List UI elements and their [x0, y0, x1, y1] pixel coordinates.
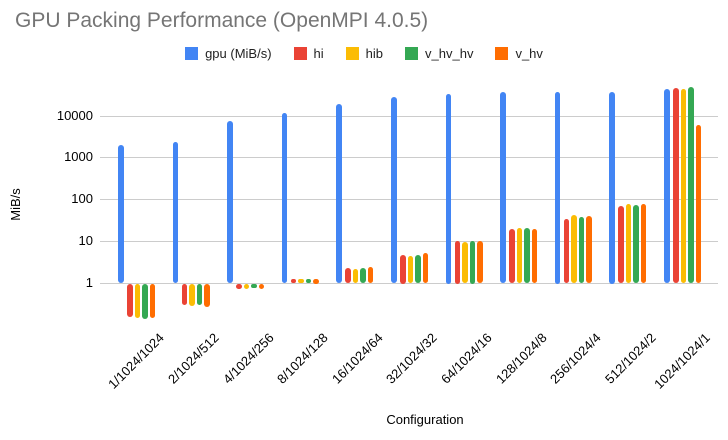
bar[interactable]: [134, 283, 140, 318]
x-tick-label: 2/1024/512: [165, 330, 222, 387]
x-tick-label: 64/1024/16: [438, 330, 495, 387]
legend: gpu (MiB/s) hi hib v_hv_hv v_hv: [0, 46, 728, 61]
bar[interactable]: [571, 215, 577, 284]
bar[interactable]: [633, 205, 639, 284]
x-tick-label: 32/1024/32: [383, 330, 441, 387]
bar[interactable]: [172, 142, 179, 284]
bar[interactable]: [181, 283, 188, 306]
bar[interactable]: [688, 86, 694, 284]
legend-swatch: [405, 47, 419, 60]
bar[interactable]: [400, 254, 406, 284]
x-tick-label: 8/1024/128: [274, 330, 331, 387]
bar[interactable]: [251, 283, 257, 288]
bar[interactable]: [196, 283, 203, 306]
bar[interactable]: [204, 283, 210, 307]
bar[interactable]: [415, 254, 421, 284]
legend-item[interactable]: gpu (MiB/s): [185, 46, 272, 61]
bar[interactable]: [313, 278, 319, 284]
bar[interactable]: [531, 229, 538, 284]
y-tick-label: 1000: [64, 149, 93, 165]
gridline: [100, 199, 718, 201]
x-axis-title: Configuration: [386, 412, 464, 427]
bar[interactable]: [149, 283, 155, 318]
bar[interactable]: [236, 283, 242, 289]
legend-label: v_hv_hv: [425, 46, 474, 61]
bar[interactable]: [127, 283, 133, 317]
x-tick-label: 1/1024/1024: [105, 330, 168, 392]
bar[interactable]: [445, 93, 452, 284]
bar[interactable]: [462, 241, 468, 284]
bar[interactable]: [554, 91, 561, 284]
bar[interactable]: [664, 89, 670, 284]
bar[interactable]: [281, 113, 288, 284]
y-axis-ticks: 1 10 100 1000 10000: [0, 84, 93, 324]
y-tick-label: 1: [85, 274, 93, 290]
y-tick-label: 10000: [56, 107, 93, 123]
y-tick-label: 10: [78, 232, 93, 248]
bar[interactable]: [360, 268, 366, 284]
legend-swatch: [495, 47, 509, 60]
bar[interactable]: [477, 240, 483, 284]
bar[interactable]: [500, 92, 506, 284]
legend-item[interactable]: hib: [345, 46, 384, 61]
bar[interactable]: [258, 283, 265, 290]
gridline: [100, 240, 718, 242]
legend-label: gpu (MiB/s): [205, 46, 272, 61]
bar[interactable]: [142, 283, 148, 320]
bar[interactable]: [695, 124, 701, 284]
bar[interactable]: [673, 87, 679, 284]
bar[interactable]: [578, 216, 585, 284]
bar[interactable]: [563, 218, 570, 284]
bar[interactable]: [391, 96, 397, 284]
legend-item[interactable]: hi: [293, 46, 324, 61]
bar[interactable]: [243, 283, 250, 290]
bar[interactable]: [352, 269, 359, 284]
bar[interactable]: [509, 229, 515, 284]
bar[interactable]: [118, 144, 124, 284]
chart-title: GPU Packing Performance (OpenMPI 4.0.5): [15, 9, 429, 32]
bar[interactable]: [454, 241, 461, 284]
gridline: [100, 115, 718, 117]
legend-swatch: [185, 47, 199, 60]
bar[interactable]: [618, 205, 624, 284]
x-tick-label: 1024/1024/1: [651, 330, 714, 392]
gridline: [100, 282, 718, 284]
bar[interactable]: [625, 203, 632, 284]
bar[interactable]: [524, 227, 530, 284]
plot-area: [100, 84, 718, 324]
legend-item[interactable]: v_hv: [495, 46, 543, 61]
x-tick-label: 4/1024/256: [219, 330, 277, 387]
bar[interactable]: [227, 121, 233, 284]
bar[interactable]: [640, 204, 647, 284]
legend-swatch: [293, 47, 307, 60]
x-tick-label: 256/1024/4: [547, 330, 604, 387]
bar[interactable]: [407, 255, 413, 284]
bar[interactable]: [422, 253, 428, 284]
bar[interactable]: [345, 268, 351, 284]
bar[interactable]: [586, 216, 592, 284]
bar[interactable]: [336, 103, 342, 284]
legend-item[interactable]: v_hv_hv: [405, 46, 473, 61]
bar[interactable]: [609, 92, 615, 284]
x-tick-label: 512/1024/2: [601, 330, 659, 387]
x-tick-label: 16/1024/64: [328, 330, 386, 387]
gridline: [100, 157, 718, 159]
bar[interactable]: [680, 88, 686, 284]
x-tick-label: 128/1024/8: [492, 330, 550, 387]
bar[interactable]: [298, 279, 304, 284]
bar[interactable]: [189, 283, 195, 306]
legend-label: hib: [365, 46, 384, 61]
legend-swatch: [345, 47, 359, 60]
bar[interactable]: [290, 279, 297, 284]
bar[interactable]: [469, 241, 476, 284]
legend-label: v_hv: [515, 46, 543, 61]
y-tick-label: 100: [71, 191, 93, 207]
bar[interactable]: [516, 228, 523, 284]
bar[interactable]: [305, 279, 312, 284]
bar[interactable]: [367, 266, 374, 284]
legend-label: hi: [313, 46, 324, 61]
